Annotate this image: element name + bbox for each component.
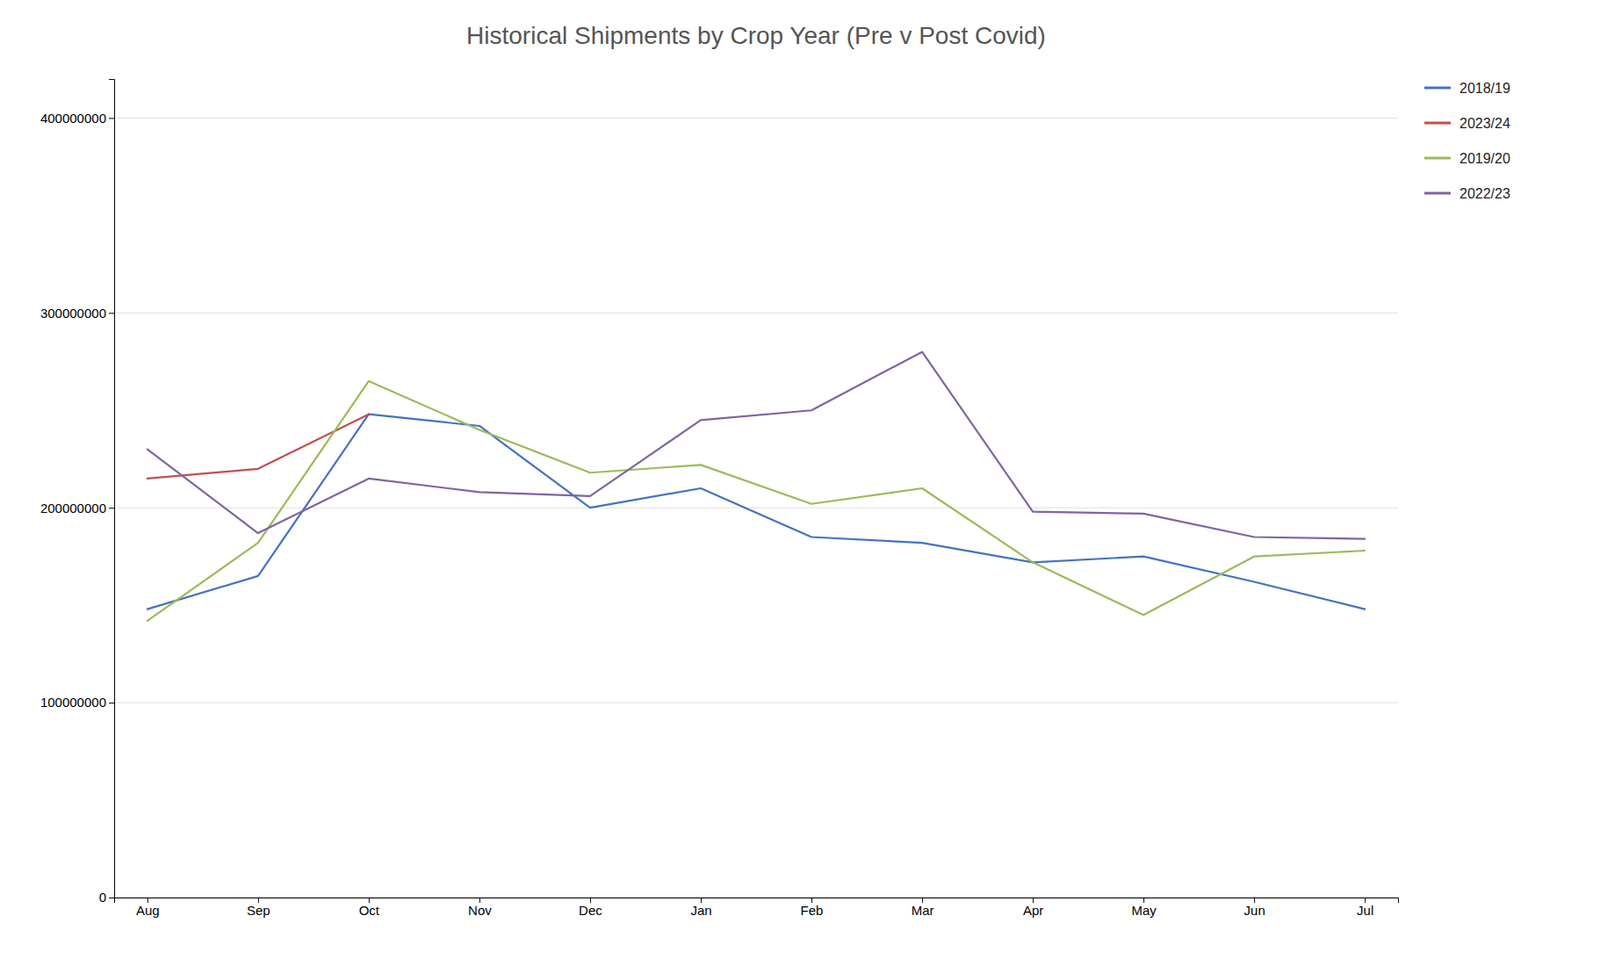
y-tick-label: 300000000 — [40, 305, 107, 321]
x-axis-line — [115, 898, 1399, 904]
plot-area: 0 100000000 200000000 300000000 400000000 Aug… — [40, 79, 1399, 918]
y-tick: 200000000 — [40, 499, 115, 515]
y-tick-mark — [108, 897, 115, 899]
grid-line — [114, 117, 1399, 119]
x-tick: Oct — [359, 897, 381, 918]
series-line — [147, 352, 1365, 540]
legend-item: 2019/20 — [1424, 151, 1511, 166]
legend: 2018/19 2023/24 2019/20 2022/23 — [1424, 80, 1511, 202]
x-tick-label: Feb — [800, 902, 824, 918]
chart: 0 100000000 200000000 300000000 400000000 Aug… — [0, 0, 1600, 959]
x-tick-label: Jan — [690, 902, 712, 918]
legend-label: 2019/20 — [1459, 151, 1511, 166]
y-tick: 100000000 — [40, 694, 115, 710]
x-tick: Mar — [911, 897, 935, 918]
y-tick-mark — [108, 312, 115, 314]
x-tick-label: Oct — [359, 902, 381, 918]
x-tick: Nov — [468, 897, 492, 918]
series-line — [147, 414, 369, 479]
legend-label: 2023/24 — [1459, 115, 1511, 131]
series-line — [147, 414, 1365, 610]
grid-line — [114, 312, 1399, 314]
y-tick: 0 — [99, 889, 115, 905]
x-tick-label: Mar — [911, 902, 935, 918]
x-tick-label: Dec — [578, 902, 603, 918]
legend-swatch — [1424, 192, 1451, 195]
legend-item: 2018/19 — [1424, 80, 1511, 96]
x-tick-label: Sep — [246, 902, 271, 918]
x-tick: Jul — [1356, 897, 1374, 918]
x-tick: Apr — [1023, 897, 1044, 918]
y-tick: 400000000 — [40, 110, 115, 126]
x-tick: Feb — [800, 897, 824, 918]
x-tick-label: Nov — [468, 902, 492, 918]
y-tick-mark — [108, 117, 115, 119]
y-tick-label: 0 — [99, 889, 107, 905]
legend-item: 2023/24 — [1424, 115, 1511, 131]
y-tick-mark — [108, 702, 115, 704]
series-line — [147, 381, 1365, 621]
x-tick-label: Aug — [136, 902, 160, 918]
legend-item: 2022/23 — [1424, 186, 1511, 202]
x-tick: Jun — [1244, 897, 1266, 918]
y-tick-label: 100000000 — [40, 694, 107, 710]
legend-swatch — [1424, 157, 1451, 160]
x-tick: May — [1131, 897, 1157, 918]
legend-swatch — [1424, 122, 1451, 125]
y-tick: 300000000 — [40, 305, 115, 321]
y-axis-line — [108, 79, 116, 899]
y-tick-label: 400000000 — [40, 110, 107, 126]
x-tick-label: Jul — [1356, 902, 1374, 918]
x-tick: Dec — [578, 897, 603, 918]
legend-swatch — [1424, 86, 1451, 90]
x-tick-label: May — [1131, 902, 1157, 918]
grid — [114, 117, 1399, 898]
x-tick: Sep — [246, 897, 271, 918]
x-axis: Aug Sep Oct Nov Dec Jan Feb Mar Apr May Jun Jul — [115, 897, 1399, 918]
legend-label: 2022/23 — [1459, 186, 1511, 202]
y-axis: 0 100000000 200000000 300000000 400000000 — [40, 79, 116, 906]
y-tick-mark — [108, 507, 115, 509]
y-tick-label: 200000000 — [40, 499, 107, 515]
x-tick: Jan — [690, 897, 712, 918]
x-tick: Aug — [136, 897, 160, 918]
legend-label: 2018/19 — [1459, 80, 1511, 96]
lines — [147, 352, 1365, 621]
x-tick-label: Apr — [1023, 902, 1044, 918]
x-tick-label: Jun — [1244, 902, 1266, 918]
title: Historical Shipments by Crop Year (Pre v… — [466, 21, 1046, 50]
grid-line — [114, 702, 1399, 704]
